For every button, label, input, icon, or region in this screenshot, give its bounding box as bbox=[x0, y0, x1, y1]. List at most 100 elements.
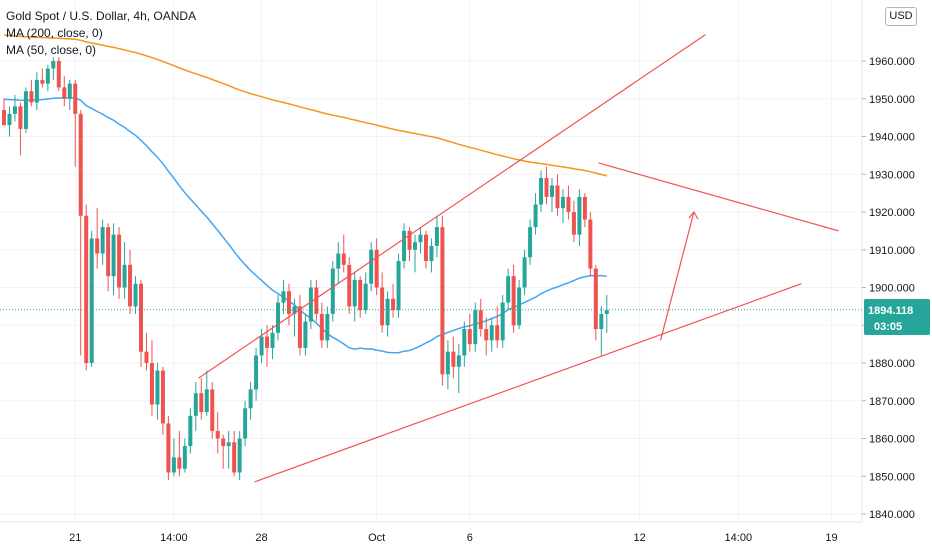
legend-title[interactable]: Gold Spot / U.S. Dollar, 4h, OANDA bbox=[6, 9, 197, 23]
candle-body bbox=[599, 313, 604, 330]
candle-body bbox=[506, 276, 511, 303]
currency-button[interactable]: USD bbox=[885, 7, 917, 26]
candle bbox=[297, 295, 302, 356]
candle bbox=[243, 400, 248, 447]
candle-body bbox=[106, 227, 111, 277]
candle bbox=[215, 412, 220, 454]
candle-body bbox=[445, 351, 450, 375]
legend-ma200[interactable]: MA (200, close, 0) bbox=[6, 26, 103, 40]
candle bbox=[100, 219, 105, 265]
legend-ma50[interactable]: MA (50, close, 0) bbox=[6, 43, 97, 57]
candle bbox=[12, 94, 17, 122]
candle bbox=[440, 215, 445, 386]
candle-body bbox=[199, 393, 204, 413]
ma200-line bbox=[3, 34, 607, 177]
current-price-value: 1894.118 bbox=[868, 305, 913, 317]
candle bbox=[122, 242, 127, 299]
candle-body bbox=[226, 442, 231, 447]
candle bbox=[171, 438, 176, 477]
candle bbox=[281, 279, 286, 314]
candle bbox=[160, 366, 165, 435]
candle bbox=[593, 264, 598, 341]
candle-body bbox=[270, 332, 275, 348]
x-tick-label: 6 bbox=[467, 532, 473, 544]
candle bbox=[286, 283, 291, 326]
candle bbox=[462, 321, 467, 367]
candle-body bbox=[29, 91, 34, 103]
candle bbox=[445, 340, 450, 390]
candle-body bbox=[533, 204, 538, 228]
candle-body bbox=[160, 370, 165, 424]
trendline-drawings[interactable] bbox=[198, 34, 839, 483]
y-tick-label: 1950.000 bbox=[869, 94, 915, 106]
candle-body bbox=[325, 313, 330, 341]
x-tick-label: 14:00 bbox=[725, 532, 753, 544]
bar-countdown: 03:05 bbox=[874, 321, 902, 333]
candle-body bbox=[319, 313, 324, 341]
candle bbox=[182, 438, 187, 473]
candle-body bbox=[407, 230, 412, 250]
candle bbox=[500, 295, 505, 348]
candle-body bbox=[117, 234, 122, 288]
candle-body bbox=[122, 264, 127, 288]
candle-body bbox=[265, 336, 270, 348]
candle-body bbox=[259, 336, 264, 356]
candle bbox=[73, 79, 78, 167]
candle-body bbox=[528, 227, 533, 258]
candle-body bbox=[95, 238, 100, 254]
trendline-upper-channel[interactable] bbox=[198, 34, 706, 379]
candle bbox=[391, 283, 396, 318]
candle bbox=[248, 381, 253, 420]
candle bbox=[56, 57, 61, 92]
candle bbox=[133, 276, 138, 314]
trendline-resistance[interactable] bbox=[598, 162, 839, 232]
candle-body bbox=[78, 113, 83, 216]
candle-body bbox=[139, 283, 143, 352]
candle bbox=[23, 87, 28, 133]
candle bbox=[495, 306, 500, 348]
y-tick-label: 1840.000 bbox=[869, 509, 915, 521]
candle bbox=[18, 102, 23, 156]
candle bbox=[533, 193, 538, 235]
candle bbox=[544, 166, 549, 205]
x-tick-label: 19 bbox=[825, 532, 837, 544]
candle-body bbox=[45, 68, 50, 84]
candle bbox=[352, 272, 357, 322]
candle-body bbox=[51, 61, 56, 69]
candle bbox=[396, 253, 401, 318]
candle-body bbox=[604, 310, 609, 314]
candle-body bbox=[73, 83, 78, 114]
candle bbox=[451, 336, 456, 379]
candle-body bbox=[56, 61, 61, 88]
candle bbox=[51, 57, 56, 80]
y-tick-label: 1930.000 bbox=[869, 169, 915, 181]
candle bbox=[188, 408, 193, 454]
candle bbox=[221, 434, 226, 469]
candle bbox=[407, 227, 412, 262]
trendline-support[interactable] bbox=[254, 283, 802, 483]
candle-body bbox=[111, 234, 116, 277]
candle bbox=[347, 257, 352, 314]
candle-body bbox=[308, 287, 313, 322]
candle bbox=[166, 415, 171, 481]
candle-body bbox=[413, 242, 417, 250]
candle-body bbox=[193, 393, 198, 416]
candle bbox=[539, 170, 544, 212]
projection-arrow[interactable] bbox=[659, 211, 695, 341]
x-tick-label: 14:00 bbox=[160, 532, 188, 544]
candle-body bbox=[456, 355, 461, 367]
candle bbox=[117, 227, 122, 299]
y-tick-label: 1920.000 bbox=[869, 207, 915, 219]
projection-arrow-head bbox=[688, 210, 699, 220]
candle bbox=[506, 268, 511, 311]
candle-body bbox=[473, 310, 478, 345]
candle-body bbox=[166, 423, 171, 473]
candle bbox=[604, 295, 609, 333]
candle bbox=[177, 430, 182, 477]
candle-body bbox=[478, 310, 483, 330]
candle-body bbox=[489, 325, 494, 341]
candle bbox=[232, 430, 237, 477]
candle bbox=[270, 325, 275, 360]
candle-body bbox=[495, 325, 500, 341]
